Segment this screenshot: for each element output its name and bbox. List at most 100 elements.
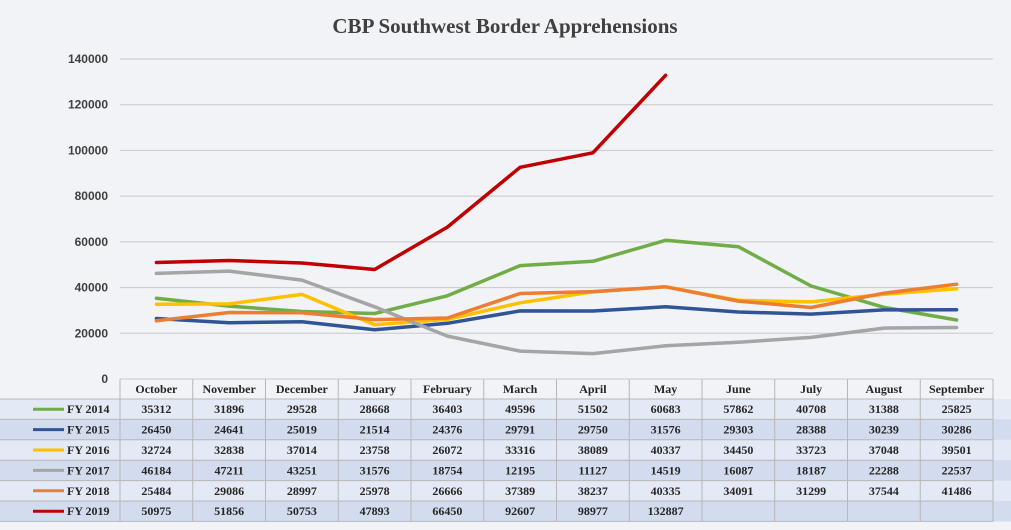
data-label: 25019 (287, 423, 317, 437)
data-label: 29791 (505, 423, 535, 437)
data-label: 51502 (578, 402, 608, 416)
data-label: 29303 (723, 423, 753, 437)
data-label: 50975 (141, 504, 171, 518)
data-label: 18187 (796, 463, 826, 477)
data-label: 25825 (942, 402, 972, 416)
data-label: 28668 (360, 402, 390, 416)
series-line-fy-2019 (154, 73, 668, 272)
y-tick-label: 80000 (75, 189, 109, 203)
data-label: 43251 (287, 463, 317, 477)
data-label: 31576 (651, 423, 681, 437)
data-label: 28388 (796, 423, 826, 437)
data-label: 51856 (214, 504, 244, 518)
data-label: 37544 (869, 484, 899, 498)
data-label: 60683 (651, 402, 681, 416)
data-label: 46184 (141, 463, 171, 477)
data-label: 28997 (287, 484, 317, 498)
data-label: 30239 (869, 423, 899, 437)
x-tick-label: November (202, 382, 256, 396)
x-tick-label: April (579, 382, 607, 396)
data-label: 30286 (942, 423, 972, 437)
data-label: 38237 (578, 484, 608, 498)
series-line-fy-2018 (154, 282, 959, 323)
data-label: 24641 (214, 423, 244, 437)
data-label: 40708 (796, 402, 826, 416)
data-label: 34091 (723, 484, 753, 498)
table-row-band (0, 501, 1011, 522)
data-label: 31388 (869, 402, 899, 416)
series-line-fy-2017 (154, 269, 959, 356)
data-label: 40337 (651, 443, 681, 457)
data-label: 57862 (723, 402, 753, 416)
data-label: 49596 (505, 402, 535, 416)
legend-label: FY 2017 (67, 463, 110, 477)
data-label: 92607 (505, 504, 535, 518)
x-tick-label: January (353, 382, 396, 396)
data-label: 36403 (432, 402, 462, 416)
data-label: 26666 (432, 484, 462, 498)
y-tick-label: 0 (101, 372, 108, 386)
data-label: 34450 (723, 443, 753, 457)
x-tick-label: July (800, 382, 822, 396)
data-label: 25484 (141, 484, 171, 498)
x-tick-label: December (276, 382, 329, 396)
grid (120, 58, 993, 380)
table-row-band (0, 460, 1011, 481)
data-label: 132887 (648, 504, 684, 518)
data-label: 29086 (214, 484, 244, 498)
data-label: 41486 (942, 484, 972, 498)
data-label: 26072 (432, 443, 462, 457)
table-row-band (0, 439, 1011, 461)
data-label: 40335 (651, 484, 681, 498)
data-label: 37048 (869, 443, 899, 457)
legend-label: FY 2018 (67, 484, 110, 498)
y-tick-label: 120000 (68, 98, 108, 112)
y-tick-label: 40000 (75, 281, 109, 295)
x-tick-label: March (503, 382, 538, 396)
data-label: 16087 (723, 463, 753, 477)
data-label: 24376 (432, 423, 462, 437)
data-label: 37389 (505, 484, 535, 498)
data-label: 14519 (651, 463, 681, 477)
table-row-band (0, 480, 1011, 501)
data-label: 11127 (579, 463, 608, 477)
data-label: 38089 (578, 443, 608, 457)
data-label: 35312 (141, 402, 171, 416)
y-axis: 0 20000 40000 60000 80000 100000 120000 140000 (68, 52, 108, 386)
data-label: 22537 (942, 463, 972, 477)
legend-label: FY 2015 (67, 423, 110, 437)
data-label: 66450 (432, 504, 462, 518)
legend-label: FY 2016 (67, 443, 110, 457)
table-row-band (0, 399, 1011, 420)
data-label: 98977 (578, 504, 608, 518)
data-label: 31299 (796, 484, 826, 498)
x-tick-label: September (929, 382, 985, 396)
data-label: 47211 (214, 463, 243, 477)
x-tick-label: October (135, 382, 178, 396)
chart-title: CBP Southwest Border Apprehensions (332, 14, 677, 38)
data-label: 18754 (432, 463, 462, 477)
data-label: 33723 (796, 443, 826, 457)
data-label: 47893 (360, 504, 390, 518)
data-table: October November December January February Ma… (0, 379, 1011, 522)
data-label: 31896 (214, 402, 244, 416)
x-tick-label: February (423, 382, 472, 396)
y-tick-label: 140000 (68, 52, 108, 66)
data-label: 37014 (287, 443, 317, 457)
series-line-fy-2016 (154, 285, 959, 327)
legend-label: FY 2014 (67, 402, 110, 416)
data-label: 25978 (360, 484, 390, 498)
data-label: 22288 (869, 463, 899, 477)
data-label: 21514 (360, 423, 390, 437)
series-line-fy-2014 (154, 238, 959, 322)
series-lines (154, 73, 959, 356)
data-label: 32724 (141, 443, 171, 457)
table-row-band (0, 419, 1011, 440)
data-label: 32838 (214, 443, 244, 457)
data-label: 29528 (287, 402, 317, 416)
y-tick-label: 100000 (68, 143, 108, 157)
data-label: 50753 (287, 504, 317, 518)
data-label: 23758 (360, 443, 390, 457)
y-tick-label: 60000 (75, 235, 109, 249)
